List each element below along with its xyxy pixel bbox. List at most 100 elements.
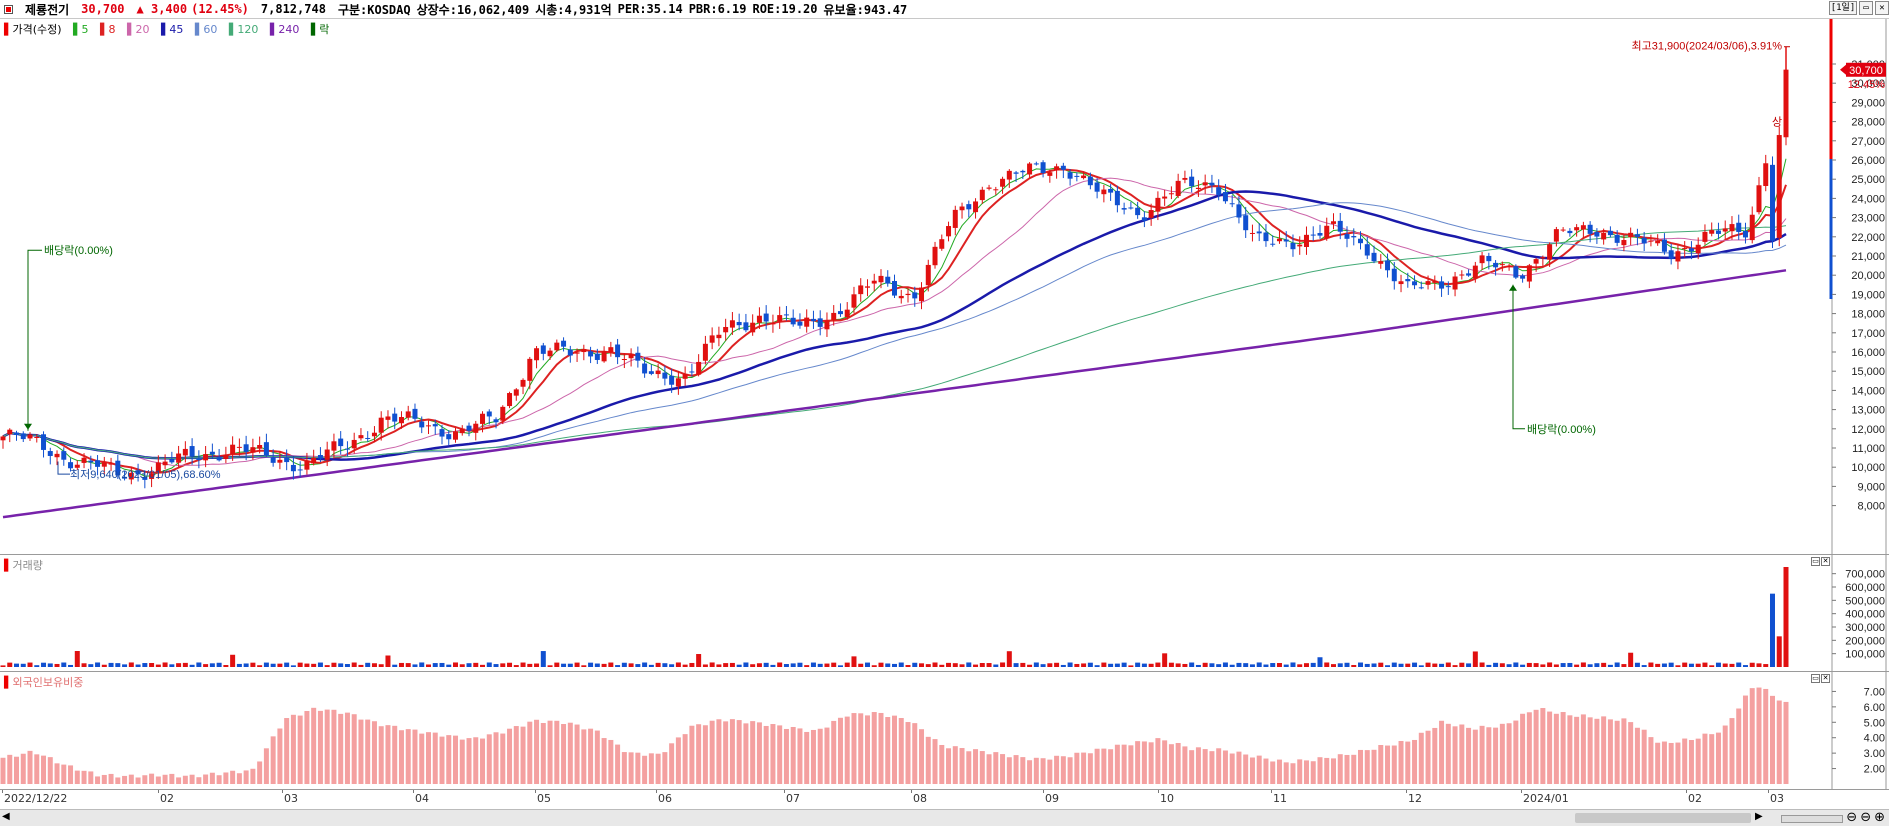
close-icon[interactable]: ✕ xyxy=(1875,1,1889,15)
foreign-bar xyxy=(1081,752,1087,784)
foreign-bar xyxy=(1432,727,1438,784)
candle-body xyxy=(932,246,938,266)
legend-ma-120[interactable]: ▌120 xyxy=(228,23,259,36)
scroll-thumb[interactable] xyxy=(1575,813,1751,823)
x-tick xyxy=(1271,790,1272,793)
legend-ma-240[interactable]: ▌240 xyxy=(269,23,300,36)
volume-bar xyxy=(777,662,783,667)
volume-bar xyxy=(1081,663,1087,667)
candle-body xyxy=(284,457,290,463)
candle-body xyxy=(736,321,742,326)
candle-body xyxy=(1445,286,1451,288)
candle xyxy=(1540,255,1546,267)
candle xyxy=(520,378,526,395)
candle xyxy=(1202,174,1208,194)
legend-ma-60[interactable]: ▌60 xyxy=(194,23,218,36)
candle xyxy=(446,430,452,446)
foreign-bar xyxy=(317,710,323,784)
volume-bar xyxy=(1000,662,1006,667)
minimize-icon[interactable]: ▭ xyxy=(1859,1,1873,15)
candle xyxy=(425,420,431,435)
candle-body xyxy=(770,323,776,325)
volume-bar xyxy=(216,662,222,667)
price-pane[interactable]: ▌가격(수정) ▌5 ▌8 ▌20 ▌45 ▌60 ▌120 ▌240 ▌락 8… xyxy=(0,19,1889,555)
candle xyxy=(1175,173,1181,199)
zoom-out-icon[interactable]: ⊖ xyxy=(1860,810,1872,825)
volume-bar xyxy=(946,662,952,667)
candle xyxy=(959,202,965,219)
volume-bar xyxy=(196,662,202,667)
foreign-bar xyxy=(1121,744,1127,784)
low-marker xyxy=(57,461,70,475)
volume-bar xyxy=(344,664,350,667)
maximize-icon[interactable]: ▭ xyxy=(1811,557,1820,566)
volume-bar xyxy=(1148,663,1154,667)
candle-body xyxy=(831,312,837,320)
candle xyxy=(561,337,567,352)
volume-bar xyxy=(263,662,269,667)
candle-body xyxy=(290,464,296,472)
volume-legend[interactable]: ▌거래량 xyxy=(4,559,43,572)
close-icon[interactable]: ✕ xyxy=(1821,557,1830,566)
candle xyxy=(1000,176,1006,194)
candle xyxy=(1249,224,1255,242)
candle xyxy=(1668,243,1674,265)
candle xyxy=(412,403,418,422)
volume-bar xyxy=(689,662,695,667)
foreign-bar xyxy=(311,707,317,784)
volume-bar xyxy=(1337,663,1343,667)
candle xyxy=(642,357,648,378)
ex-dividend-label-1: 배당락(0.00%) xyxy=(44,244,113,257)
volume-bar xyxy=(155,664,161,667)
legend-price[interactable]: ▌가격(수정) xyxy=(4,23,62,36)
candle-body xyxy=(1398,281,1404,285)
y-tick-label: 18,000 xyxy=(1851,309,1885,321)
legend-ma-20[interactable]: ▌20 xyxy=(126,23,150,36)
candle-body xyxy=(871,280,877,284)
zoom-slider[interactable] xyxy=(1781,815,1844,823)
foreign-bar xyxy=(1351,754,1357,784)
foreign-legend[interactable]: ▌외국인보유비중 xyxy=(4,676,84,689)
foreign-bar xyxy=(20,753,26,784)
foreign-bar xyxy=(1249,757,1255,784)
candle xyxy=(1168,186,1174,200)
foreign-ownership-pane[interactable]: ▌외국인보유비중 ▭ ✕ 2.00 3.00 4.00 5.00 6.00 7.00 xyxy=(0,672,1889,789)
candle-body xyxy=(601,351,607,362)
zoom-in-icon[interactable]: ⊕ xyxy=(1874,810,1885,825)
foreign-bar xyxy=(135,777,141,784)
legend-ma-45[interactable]: ▌45 xyxy=(160,23,184,36)
candle-body xyxy=(1486,255,1492,262)
volume-bar xyxy=(1020,662,1026,667)
volume-bar xyxy=(425,664,431,667)
foreign-bar xyxy=(1209,751,1215,784)
x-tick-label: 2022/12/22 xyxy=(4,792,68,805)
volume-pane[interactable]: ▌거래량 ▭ ✕ 100,000 200,000 300,000 400,000 500,… xyxy=(0,555,1889,672)
candle-body xyxy=(1655,240,1661,244)
maximize-icon[interactable]: ▭ xyxy=(1811,674,1820,683)
x-tick xyxy=(1686,790,1687,793)
candle xyxy=(892,274,897,298)
candle xyxy=(1661,233,1667,255)
foreign-bar xyxy=(1479,725,1485,784)
foreign-bar xyxy=(338,713,344,784)
chart-scrollbar[interactable]: ◀ ▶ ⊖ ⊖ ⊕ xyxy=(0,809,1889,826)
zoom-reset-icon[interactable]: ⊖ xyxy=(1846,810,1858,825)
close-icon[interactable]: ✕ xyxy=(1821,674,1830,683)
candle-body xyxy=(986,187,992,189)
volume-bar xyxy=(1087,662,1093,667)
foreign-bar xyxy=(101,774,107,784)
foreign-bar xyxy=(270,736,276,784)
y-tick-label: 500,000 xyxy=(1845,595,1885,607)
legend-ma-5[interactable]: ▌5 xyxy=(73,23,89,36)
x-tick-label: 02 xyxy=(1688,792,1702,805)
candle-body xyxy=(1574,227,1580,231)
candle-body xyxy=(1337,220,1343,232)
stock-name[interactable]: 제룡전기 xyxy=(25,2,70,17)
legend-ma-8[interactable]: ▌8 xyxy=(100,23,116,36)
foreign-bar xyxy=(486,734,492,784)
legend-ex-dividend[interactable]: ▌락 xyxy=(310,23,330,36)
scroll-right-icon[interactable]: ▶ xyxy=(1755,811,1763,822)
scroll-left-icon[interactable]: ◀ xyxy=(2,811,10,822)
candle-body xyxy=(594,353,600,360)
period-selector[interactable]: [1일] xyxy=(1829,1,1857,15)
